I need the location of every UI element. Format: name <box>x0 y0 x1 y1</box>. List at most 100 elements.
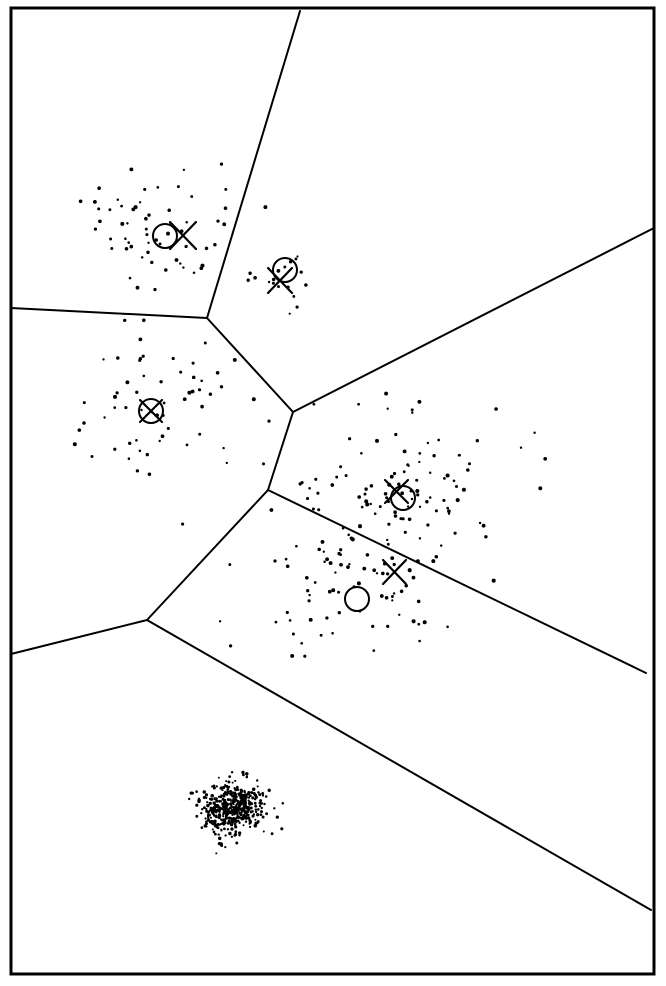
data-point <box>124 237 127 240</box>
data-point <box>129 244 134 249</box>
data-point <box>260 810 263 814</box>
data-point <box>190 195 194 198</box>
data-point <box>319 633 323 637</box>
data-point <box>138 449 142 453</box>
data-point <box>344 474 348 478</box>
data-point <box>248 802 252 806</box>
data-point <box>113 394 117 399</box>
data-point <box>261 815 265 819</box>
data-point <box>305 496 310 501</box>
data-point <box>179 370 183 374</box>
data-point <box>200 379 204 383</box>
data-point <box>317 508 321 512</box>
data-point <box>244 820 248 823</box>
data-point <box>217 833 220 836</box>
data-point <box>220 828 223 831</box>
data-point <box>257 791 260 794</box>
data-point <box>229 799 232 802</box>
data-point <box>233 819 237 822</box>
data-point <box>386 624 390 629</box>
data-point <box>228 563 232 567</box>
data-point <box>224 801 228 804</box>
data-point <box>202 806 206 810</box>
x-marker <box>168 220 198 251</box>
data-point <box>159 380 163 384</box>
data-point <box>221 789 224 792</box>
data-point <box>304 575 309 580</box>
data-point <box>135 469 140 473</box>
data-point <box>256 779 259 782</box>
data-point <box>237 805 241 809</box>
data-point <box>235 841 239 845</box>
data-point <box>291 632 295 636</box>
data-point <box>226 788 229 792</box>
data-point <box>127 241 130 244</box>
data-point <box>313 581 317 584</box>
data-point <box>431 559 436 564</box>
circle-marker <box>138 398 164 424</box>
data-point <box>102 358 105 361</box>
data-point <box>156 186 160 189</box>
data-point <box>254 810 258 814</box>
data-point <box>478 521 482 525</box>
data-point <box>347 533 350 537</box>
cluster-lower-right-points <box>218 508 449 658</box>
data-point <box>392 471 397 476</box>
data-point <box>383 491 388 496</box>
data-point <box>244 815 248 818</box>
data-point <box>307 599 311 603</box>
data-point <box>195 803 199 807</box>
data-point <box>230 808 234 813</box>
data-point <box>202 790 207 794</box>
data-point <box>281 802 285 805</box>
data-point <box>283 265 287 269</box>
data-point <box>224 834 227 837</box>
data-point <box>242 773 245 777</box>
data-point <box>218 810 221 813</box>
data-point <box>263 205 268 210</box>
data-point <box>206 801 209 804</box>
data-point <box>215 799 219 803</box>
data-point <box>234 825 238 829</box>
data-point <box>129 167 134 172</box>
data-point <box>243 799 247 803</box>
data-point <box>208 392 213 396</box>
data-point <box>245 772 249 776</box>
data-point <box>277 285 280 289</box>
data-point <box>253 275 257 280</box>
data-point <box>416 599 421 604</box>
data-point <box>294 257 298 261</box>
data-point <box>295 544 298 548</box>
data-point <box>227 809 230 812</box>
data-point <box>371 624 375 629</box>
data-point <box>241 807 246 811</box>
data-point <box>356 581 361 586</box>
data-point <box>227 792 230 795</box>
data-point <box>256 813 260 817</box>
data-point <box>140 408 143 412</box>
data-point <box>312 402 316 406</box>
data-point <box>103 416 106 419</box>
data-point <box>418 452 422 455</box>
data-point <box>393 510 397 514</box>
data-point <box>288 312 291 315</box>
data-point <box>167 208 171 212</box>
data-point <box>410 497 414 501</box>
data-point <box>285 564 290 569</box>
data-point <box>426 441 430 445</box>
data-point <box>411 575 416 580</box>
data-point <box>124 247 129 251</box>
data-point <box>415 488 420 494</box>
data-point <box>259 799 263 803</box>
data-point <box>191 375 196 380</box>
data-point <box>267 280 271 284</box>
data-point <box>217 776 220 779</box>
data-point <box>225 780 228 783</box>
data-point <box>231 806 235 809</box>
data-point <box>244 793 248 797</box>
data-point <box>242 824 245 827</box>
data-point <box>384 391 389 396</box>
data-point <box>124 406 128 410</box>
data-point <box>213 803 217 807</box>
data-point <box>274 620 278 624</box>
